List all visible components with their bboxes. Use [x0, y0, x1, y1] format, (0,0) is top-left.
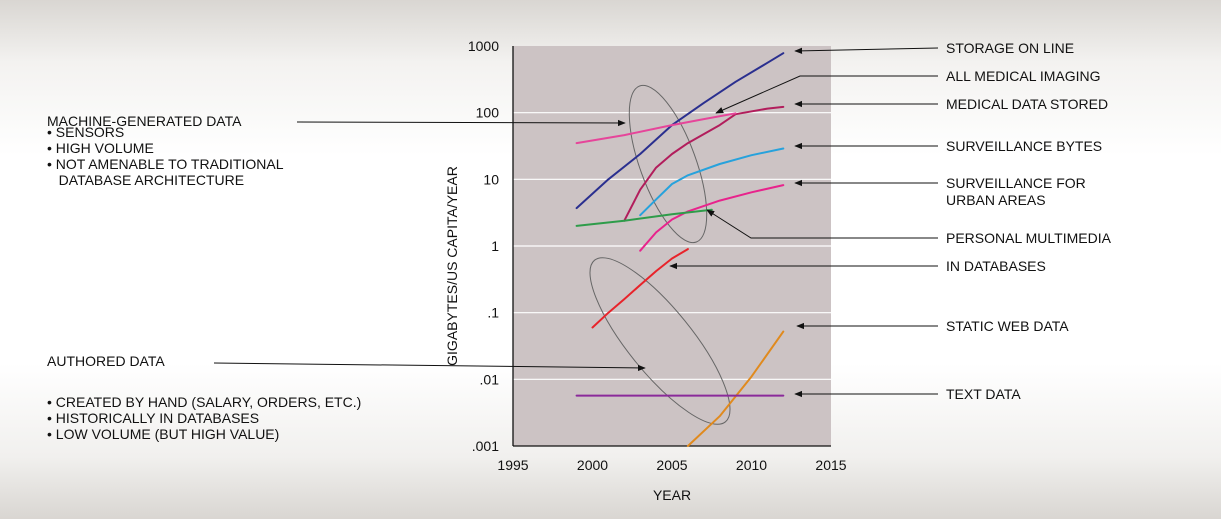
y-axis-label: GIGABYTES/US CAPITA/YEAR: [444, 166, 460, 366]
machine-data-ellipse: [628, 84, 708, 244]
series-label-line: MEDICAL DATA STORED: [946, 96, 1109, 112]
x-axis-label: YEAR: [653, 487, 691, 503]
series-line-2: [623, 105, 785, 222]
authored-data-title: AUTHORED DATA: [47, 353, 165, 369]
y-tick-label: 100: [476, 105, 500, 121]
series-line-7: [591, 248, 689, 329]
machine-bullet-4: DATABASE ARCHITECTURE: [47, 172, 245, 188]
series-label-2: ALL MEDICAL IMAGING: [946, 68, 1101, 85]
series-label-9: TEXT DATA: [946, 386, 1021, 403]
x-tick-label: 2005: [656, 457, 687, 473]
series-label-8: STATIC WEB DATA: [946, 318, 1069, 335]
machine-data-title: MACHINE-GENERATED DATA: [47, 113, 242, 129]
y-tick-label: .01: [480, 371, 500, 387]
series-label-4: SURVEILLANCE BYTES: [946, 138, 1102, 155]
series-line-6: [575, 208, 713, 227]
authored-data-leader: [213, 362, 646, 372]
series-label-line: URBAN AREAS: [946, 192, 1046, 208]
authored-data-ellipse: [589, 257, 731, 425]
y-tick-label: 10: [483, 171, 499, 187]
x-tick-label: 2000: [577, 457, 608, 473]
series-label-7: IN DATABASES: [946, 258, 1046, 275]
series-label-line: STATIC WEB DATA: [946, 318, 1069, 334]
series-label-5: SURVEILLANCE FOR URBAN AREAS: [946, 175, 1086, 209]
machine-bullet-3: • NOT AMENABLE TO TRADITIONAL: [47, 156, 284, 172]
y-tick-label: .001: [472, 438, 499, 454]
machine-data-leader: [296, 119, 626, 127]
machine-data-bullets: • SENSORS • HIGH VOLUME • NOT AMENABLE T…: [47, 124, 283, 188]
series-label-line: STORAGE ON LINE: [946, 40, 1075, 56]
authored-bullet-2: • HISTORICALLY IN DATABASES: [47, 410, 260, 426]
series-line-4: [639, 147, 785, 217]
series-label-line: TEXT DATA: [946, 386, 1021, 402]
machine-bullet-2: • HIGH VOLUME: [47, 140, 154, 156]
authored-data-bullets: • CREATED BY HAND (SALARY, ORDERS, ETC.)…: [47, 394, 361, 442]
series-label-line: PERSONAL MULTIMEDIA: [946, 230, 1111, 246]
authored-bullet-1: • CREATED BY HAND (SALARY, ORDERS, ETC.): [47, 394, 362, 410]
series-label-line: SURVEILLANCE FOR: [946, 175, 1086, 191]
series-label-1: STORAGE ON LINE: [946, 40, 1074, 57]
y-tick-label: 1000: [468, 38, 499, 54]
leader-arrow-2: [715, 75, 938, 114]
leader-arrow-6: [706, 209, 938, 239]
series-label-line: IN DATABASES: [946, 258, 1046, 274]
x-tick-label: 2015: [815, 457, 846, 473]
x-tick-label: 1995: [497, 457, 528, 473]
series-label-line: ALL MEDICAL IMAGING: [946, 68, 1101, 84]
series-label-3: MEDICAL DATA STORED: [946, 96, 1108, 113]
leader-arrow-1: [794, 47, 939, 55]
machine-bullet-1: • SENSORS: [47, 124, 125, 140]
authored-bullet-3: • LOW VOLUME (BUT HIGH VALUE): [47, 426, 280, 442]
x-tick-label: 2010: [736, 457, 767, 473]
series-label-line: SURVEILLANCE BYTES: [946, 138, 1103, 154]
y-tick-label: 1: [491, 238, 499, 254]
series-line-1: [575, 52, 785, 210]
series-label-6: PERSONAL MULTIMEDIA: [946, 230, 1111, 247]
y-tick-label: .1: [487, 305, 499, 321]
series-line-3: [575, 112, 737, 145]
